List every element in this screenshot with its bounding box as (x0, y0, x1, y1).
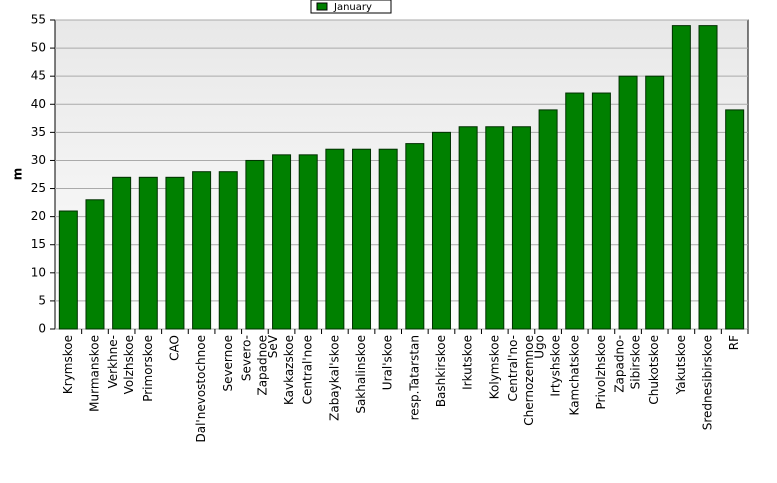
y-tick-label: 35 (31, 125, 46, 139)
x-tick-label: Volzhskoe (122, 335, 136, 394)
bar (112, 176, 132, 330)
x-tick-label: Central'no- (506, 335, 520, 402)
y-tick-label: 25 (31, 181, 46, 195)
x-tick-label: CAO (167, 335, 181, 361)
bar (192, 171, 212, 330)
bar (725, 109, 745, 330)
x-tick-label: Primorskoe (141, 335, 155, 402)
x-tick-label: resp.Tatarstan (407, 335, 421, 420)
x-tick-label: Central'noe (301, 335, 315, 404)
x-tick-label: Chukotskoe (647, 335, 661, 405)
x-tick-label: RF (727, 335, 741, 350)
x-tick-label: Murmanskoe (87, 335, 101, 412)
bar (618, 75, 638, 330)
bar (485, 126, 505, 330)
bar (538, 109, 558, 330)
bar (511, 126, 531, 330)
y-tick-label: 5 (38, 293, 46, 307)
bar (591, 92, 611, 330)
x-tick-label: Chernozemnoe (522, 335, 536, 426)
x-tick-label: Kavkazskoe (282, 335, 296, 405)
x-tick-label: Kamchatskoe (567, 335, 581, 415)
x-tick-label: Sibirskoe (629, 335, 643, 389)
y-tick-label: 30 (31, 153, 46, 167)
legend-label: January (333, 2, 372, 13)
x-tick-label: Privolzhskoe (594, 335, 608, 409)
x-tick-label: Srednesibirskoe (701, 335, 715, 430)
x-tick-label: Kolymskoe (487, 335, 501, 399)
x-tick-label: Zapadnoe (255, 335, 269, 396)
y-tick-label: 50 (31, 41, 46, 55)
bar (58, 210, 78, 330)
x-tick-label: Dal'nevostochnoe (194, 335, 208, 443)
legend-box (310, 0, 392, 14)
y-tick-label: 15 (31, 237, 46, 251)
plot-area (54, 19, 749, 330)
bar (272, 154, 292, 330)
x-tick-label: Yakutskoe (674, 335, 688, 395)
bar (218, 171, 238, 330)
y-tick-label: 45 (31, 69, 46, 83)
y-tick-label: 0 (38, 322, 46, 336)
x-tick-label: Irkutskoe (461, 335, 475, 390)
x-tick-label: SeV (266, 334, 280, 358)
x-tick-label: Zapadno- (613, 335, 627, 393)
y-tick-label: 40 (31, 97, 46, 111)
y-tick-label: 55 (31, 13, 46, 27)
bar (405, 143, 425, 330)
x-tick-label: Bashkirskoe (434, 335, 448, 407)
bar (298, 154, 318, 330)
y-tick-label: 20 (31, 209, 46, 223)
y-axis-label: m (11, 168, 25, 181)
bar (671, 25, 691, 330)
bar (245, 159, 265, 330)
bar (138, 176, 158, 330)
legend-swatch (316, 2, 328, 11)
y-tick-label: 10 (31, 265, 46, 279)
bar (378, 148, 398, 330)
x-tick-label: Zabaykal'skoe (327, 335, 341, 421)
x-tick-label: Severo- (239, 335, 253, 381)
x-tick-label: Sakhalinskoe (354, 335, 368, 414)
x-tick-label: Irtyshskoe (549, 335, 563, 397)
bar (431, 131, 451, 330)
x-tick-label: Ural'skoe (381, 335, 395, 390)
bar (565, 92, 585, 330)
bar (325, 148, 345, 330)
bar (85, 199, 105, 330)
legend: January (310, 0, 392, 14)
x-tick-label: Severnoe (221, 335, 235, 392)
bar (458, 126, 478, 330)
bar (698, 25, 718, 330)
bar (645, 75, 665, 330)
bar (165, 176, 185, 330)
bar (352, 148, 372, 330)
x-tick-label: Verkhne- (106, 335, 120, 388)
x-tick-label: Krymskoe (61, 335, 75, 394)
x-tick-label: Ugo (533, 335, 547, 359)
